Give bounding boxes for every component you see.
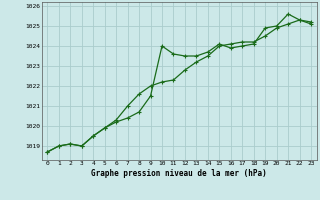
X-axis label: Graphe pression niveau de la mer (hPa): Graphe pression niveau de la mer (hPa) bbox=[91, 169, 267, 178]
